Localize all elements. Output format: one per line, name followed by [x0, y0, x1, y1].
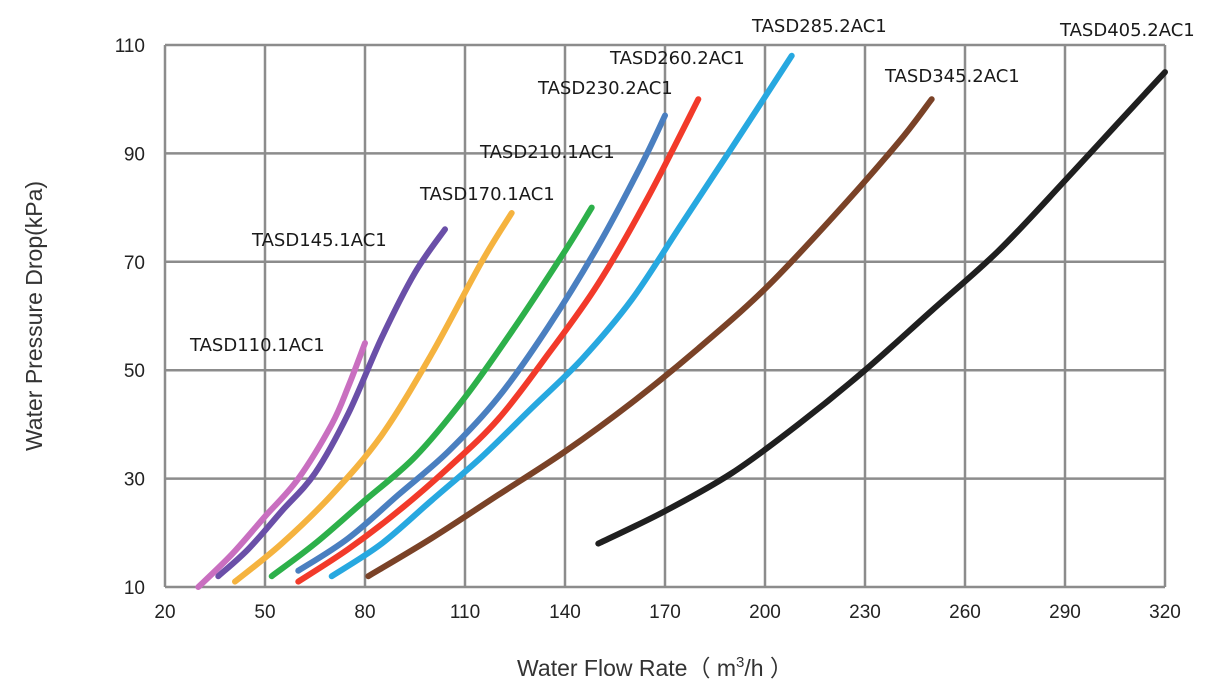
x-axis-title: Water Flow Rate（ m3/h ）: [517, 654, 793, 681]
series-line-tasd405-2ac1: [595, 69, 1168, 547]
series-label-tasd210-1ac1: TASD210.1AC1: [479, 142, 615, 163]
series-line-tasd285-2ac1: [328, 52, 795, 580]
x-tick-label: 170: [649, 602, 681, 623]
series-label-tasd110-1ac1: TASD110.1AC1: [189, 335, 325, 356]
series-line-tasd110-1ac1: [195, 340, 368, 590]
x-tick-label: 140: [549, 602, 581, 623]
x-tick-label: 290: [1049, 602, 1081, 623]
y-tick-label: 50: [124, 361, 145, 382]
series-label-tasd260-2ac1: TASD260.2AC1: [609, 48, 745, 69]
x-tick-label: 80: [354, 602, 375, 623]
series-line-tasd210-1ac1: [268, 204, 595, 580]
series-line-tasd145-1ac1: [215, 226, 448, 580]
series-line-tasd230-2ac1: [295, 112, 668, 574]
grid: [163, 43, 1167, 589]
y-axis-title: Water Pressure Drop(kPa): [21, 181, 47, 451]
series-label-tasd405-2ac1: TASD405.2AC1: [1059, 20, 1195, 41]
x-tick-label: 230: [849, 602, 881, 623]
x-tick-label: 20: [154, 602, 175, 623]
series-label-tasd230-2ac1: TASD230.2AC1: [537, 78, 673, 99]
x-tick-label: 200: [749, 602, 781, 623]
y-tick-label: 10: [124, 578, 145, 599]
x-tick-label: 320: [1149, 602, 1181, 623]
x-tick-labels: 20 50 80 110 140 170 200 230 260 290 320: [154, 602, 1180, 623]
series-line-tasd170-1ac1: [232, 210, 515, 585]
y-tick-label: 90: [124, 144, 145, 165]
y-tick-label: 110: [115, 36, 145, 57]
x-tick-label: 110: [450, 602, 480, 623]
series-labels: TASD110.1AC1 TASD145.1AC1 TASD170.1AC1 TASD…: [189, 16, 1195, 356]
series-line-tasd345-2ac1: [365, 96, 935, 580]
series-label-tasd285-2ac1: TASD285.2AC1: [751, 16, 887, 37]
series-label-tasd345-2ac1: TASD345.2AC1: [884, 66, 1020, 87]
x-tick-label: 50: [254, 602, 275, 623]
series-label-tasd170-1ac1: TASD170.1AC1: [419, 184, 555, 205]
series-lines: [195, 52, 1168, 590]
x-tick-label: 260: [949, 602, 981, 623]
series-line-tasd260-2ac1: [295, 96, 702, 585]
y-tick-label: 30: [124, 470, 145, 491]
y-tick-label: 70: [124, 253, 145, 274]
series-label-tasd145-1ac1: TASD145.1AC1: [251, 230, 387, 251]
y-tick-labels: 10 30 50 70 90 110: [115, 36, 145, 599]
